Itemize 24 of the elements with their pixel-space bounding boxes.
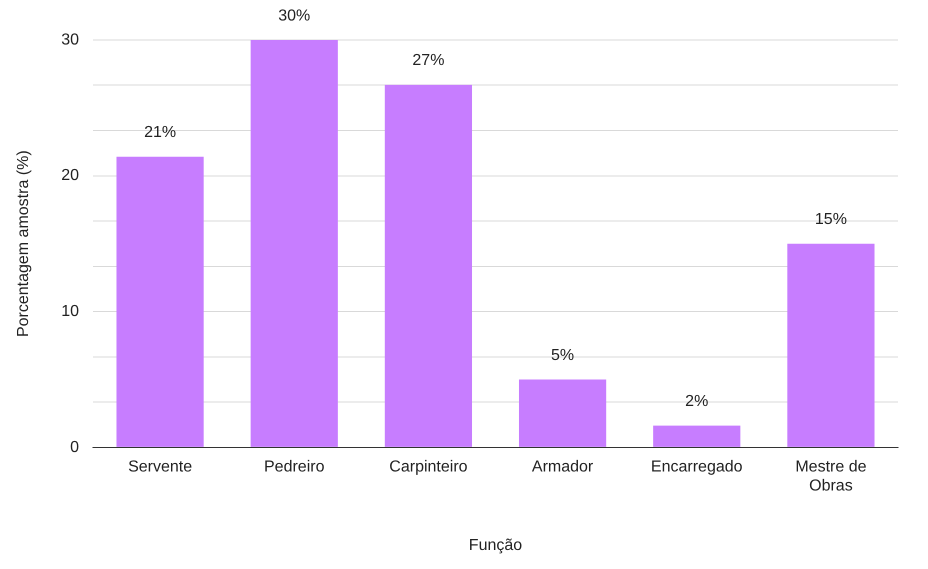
bar	[116, 156, 204, 447]
y-tick-label: 20	[61, 167, 80, 184]
x-tick-label: Pedreiro	[264, 458, 325, 476]
bar	[653, 426, 740, 447]
x-tick-label: Encarregado	[650, 458, 743, 476]
bar	[384, 84, 472, 447]
x-tick-label: Armador	[532, 458, 594, 476]
x-tick-label: Carpinteiro	[389, 458, 468, 476]
bar	[787, 244, 875, 447]
y-axis-title: Porcentagem amostra (%)	[15, 150, 32, 338]
data-label: 5%	[551, 346, 574, 364]
y-tick-label: 30	[61, 31, 80, 48]
y-tick-label: 0	[70, 438, 80, 456]
data-label: 30%	[278, 7, 310, 24]
data-label: 2%	[685, 393, 708, 410]
data-label: 15%	[814, 211, 847, 228]
x-axis-title: Função	[468, 536, 522, 554]
x-tick-label: Mestre de Obras	[795, 458, 867, 495]
bar	[250, 40, 338, 447]
y-tick-label: 10	[61, 303, 80, 320]
x-tick-label: Servente	[128, 458, 192, 476]
bar	[518, 380, 606, 447]
data-label: 21%	[144, 124, 176, 142]
data-label: 27%	[412, 52, 444, 70]
